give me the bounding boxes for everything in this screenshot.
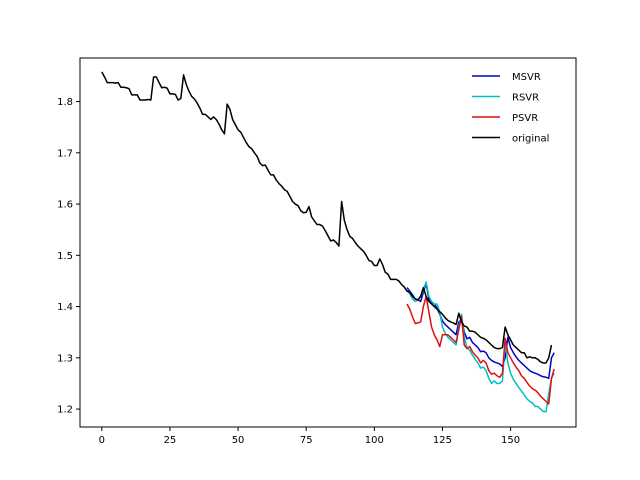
plot-background xyxy=(80,58,576,427)
y-tick-label: 1.2 xyxy=(57,405,73,416)
series-line-psvr xyxy=(406,295,555,405)
legend: MSVR RSVR PSVR original xyxy=(472,72,549,145)
series-layer xyxy=(101,71,555,413)
legend-label-rsvr: RSVR xyxy=(512,93,539,104)
y-tick-label: 1.4 xyxy=(57,302,73,313)
x-tick-label: 75 xyxy=(300,435,313,446)
plot-frame xyxy=(79,57,577,428)
y-tick-label: 1.5 xyxy=(57,251,73,262)
y-tick-label: 1.3 xyxy=(57,353,73,364)
x-tick-label: 25 xyxy=(164,435,177,446)
x-tick-label: 0 xyxy=(99,435,105,446)
axis-layer: 0 25 50 75 100 125 150 1.2 1.3 1.4 1.5 1.6 1.7 1.8 xyxy=(57,97,520,446)
x-tick-label: 125 xyxy=(433,435,452,446)
legend-label-psvr: PSVR xyxy=(512,113,538,124)
y-tick-label: 1.7 xyxy=(57,148,73,159)
legend-label-msvr: MSVR xyxy=(512,72,541,83)
series-line-original xyxy=(101,71,553,364)
x-tick-label: 150 xyxy=(501,435,520,446)
series-line-rsvr xyxy=(406,281,555,413)
y-tick-label: 1.6 xyxy=(57,200,73,211)
legend-label-original: original xyxy=(512,134,549,145)
x-tick-label: 50 xyxy=(232,435,245,446)
x-tick-label: 100 xyxy=(365,435,384,446)
y-tick-label: 1.8 xyxy=(57,97,73,108)
